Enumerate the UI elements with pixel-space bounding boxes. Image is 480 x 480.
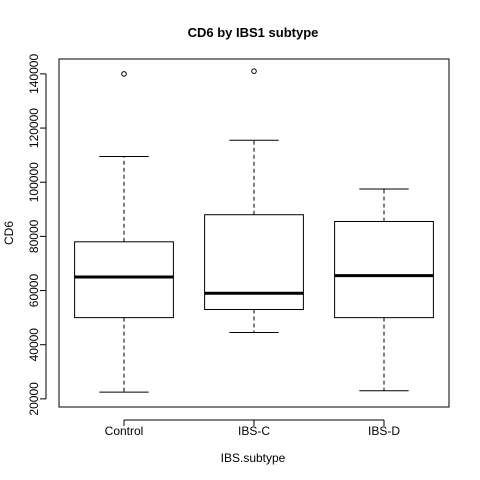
x-axis-label: IBS.subtype [221, 451, 286, 465]
y-tick-label: 120000 [27, 108, 41, 148]
x-tick-label: Control [105, 424, 144, 438]
y-tick-label: 100000 [27, 162, 41, 202]
y-tick-label: 20000 [27, 382, 41, 416]
y-tick-label: 40000 [27, 328, 41, 362]
iqr-box [75, 242, 174, 318]
y-tick-label: 80000 [27, 219, 41, 253]
chart-title: CD6 by IBS1 subtype [188, 25, 319, 40]
x-tick-label: IBS-D [368, 424, 400, 438]
iqr-box [335, 221, 434, 317]
y-axis-label: CD6 [2, 221, 16, 245]
x-tick-label: IBS-C [238, 424, 270, 438]
y-tick-label: 140000 [27, 54, 41, 94]
iqr-box [205, 215, 304, 310]
y-tick-label: 60000 [27, 274, 41, 308]
